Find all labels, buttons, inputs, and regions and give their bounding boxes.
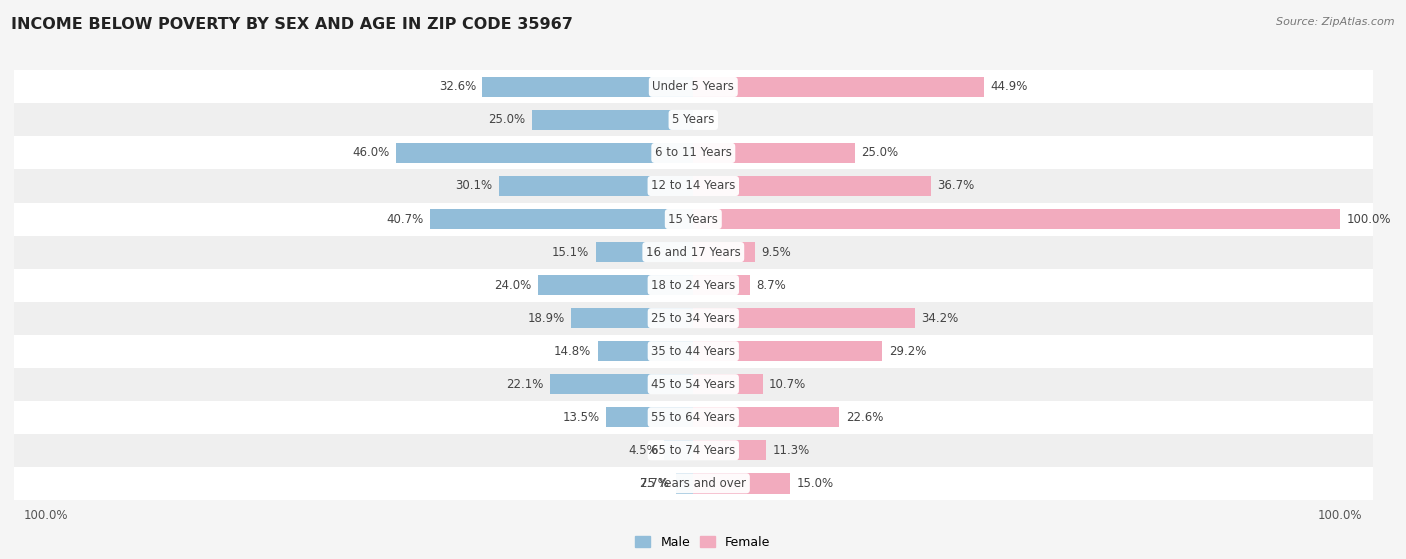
Bar: [14, 467, 1372, 500]
Text: 100.0%: 100.0%: [1347, 212, 1391, 225]
Text: 10.7%: 10.7%: [769, 378, 806, 391]
Bar: [395, 143, 693, 163]
Text: 34.2%: 34.2%: [921, 311, 959, 325]
Bar: [482, 77, 693, 97]
Bar: [14, 335, 1372, 368]
Text: 25.0%: 25.0%: [488, 113, 524, 126]
Text: 15.1%: 15.1%: [553, 245, 589, 259]
Bar: [693, 440, 766, 461]
Bar: [14, 169, 1372, 202]
Text: 11.3%: 11.3%: [773, 444, 810, 457]
Text: 9.5%: 9.5%: [761, 245, 792, 259]
Bar: [598, 341, 693, 361]
Text: 15.0%: 15.0%: [797, 477, 834, 490]
Bar: [571, 308, 693, 328]
Bar: [693, 374, 762, 395]
Bar: [14, 401, 1372, 434]
Text: 18.9%: 18.9%: [527, 311, 565, 325]
Bar: [14, 434, 1372, 467]
Bar: [14, 235, 1372, 268]
Text: 13.5%: 13.5%: [562, 411, 599, 424]
Text: 36.7%: 36.7%: [938, 179, 974, 192]
Text: 65 to 74 Years: 65 to 74 Years: [651, 444, 735, 457]
Text: 15 Years: 15 Years: [668, 212, 718, 225]
Text: 44.9%: 44.9%: [990, 80, 1028, 93]
Text: Source: ZipAtlas.com: Source: ZipAtlas.com: [1277, 17, 1395, 27]
Text: 22.1%: 22.1%: [506, 378, 544, 391]
Text: 55 to 64 Years: 55 to 64 Years: [651, 411, 735, 424]
Bar: [693, 77, 984, 97]
Bar: [693, 407, 839, 428]
Bar: [676, 473, 693, 494]
Bar: [596, 242, 693, 262]
Bar: [531, 110, 693, 130]
Text: INCOME BELOW POVERTY BY SEX AND AGE IN ZIP CODE 35967: INCOME BELOW POVERTY BY SEX AND AGE IN Z…: [11, 17, 574, 32]
Bar: [14, 202, 1372, 235]
Text: 18 to 24 Years: 18 to 24 Years: [651, 278, 735, 292]
Text: 12 to 14 Years: 12 to 14 Years: [651, 179, 735, 192]
Bar: [664, 440, 693, 461]
Text: 24.0%: 24.0%: [495, 278, 531, 292]
Bar: [14, 103, 1372, 136]
Text: 40.7%: 40.7%: [387, 212, 423, 225]
Bar: [693, 143, 855, 163]
Bar: [550, 374, 693, 395]
Bar: [693, 176, 931, 196]
Bar: [693, 209, 1340, 229]
Text: 25 to 34 Years: 25 to 34 Years: [651, 311, 735, 325]
Text: 30.1%: 30.1%: [456, 179, 492, 192]
Text: 8.7%: 8.7%: [756, 278, 786, 292]
Text: 46.0%: 46.0%: [352, 146, 389, 159]
Text: 29.2%: 29.2%: [889, 345, 927, 358]
Text: 75 Years and over: 75 Years and over: [640, 477, 747, 490]
Bar: [693, 242, 755, 262]
Text: 4.5%: 4.5%: [628, 444, 658, 457]
Text: 16 and 17 Years: 16 and 17 Years: [645, 245, 741, 259]
Bar: [606, 407, 693, 428]
Bar: [693, 341, 882, 361]
Text: Under 5 Years: Under 5 Years: [652, 80, 734, 93]
Text: 35 to 44 Years: 35 to 44 Years: [651, 345, 735, 358]
Text: 14.8%: 14.8%: [554, 345, 591, 358]
Bar: [693, 473, 790, 494]
Bar: [14, 368, 1372, 401]
Text: 2.7%: 2.7%: [640, 477, 669, 490]
Text: 32.6%: 32.6%: [439, 80, 477, 93]
Text: 25.0%: 25.0%: [862, 146, 898, 159]
Bar: [14, 70, 1372, 103]
Bar: [499, 176, 693, 196]
Text: 45 to 54 Years: 45 to 54 Years: [651, 378, 735, 391]
Text: 6 to 11 Years: 6 to 11 Years: [655, 146, 731, 159]
Bar: [14, 136, 1372, 169]
Bar: [430, 209, 693, 229]
Text: 22.6%: 22.6%: [846, 411, 883, 424]
Legend: Male, Female: Male, Female: [630, 530, 776, 553]
Bar: [14, 268, 1372, 302]
Bar: [538, 275, 693, 295]
Bar: [693, 308, 914, 328]
Bar: [693, 275, 749, 295]
Text: 5 Years: 5 Years: [672, 113, 714, 126]
Bar: [14, 302, 1372, 335]
